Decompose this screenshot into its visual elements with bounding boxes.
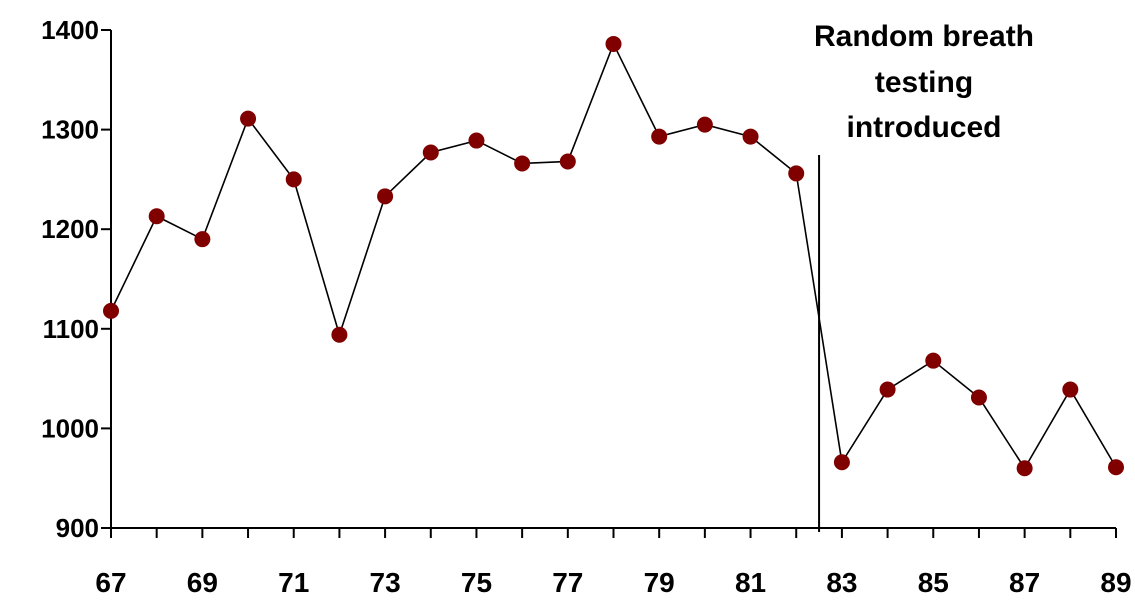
x-tick-label: 75 [461,567,492,598]
x-ticks: 67 69 71 73 75 77 79 81 83 85 87 89 [95,528,1132,598]
data-point [1062,381,1079,398]
data-point [1016,460,1033,477]
annotation-line: testing [875,66,973,99]
x-tick-label: 79 [644,567,675,598]
series-line [110,41,1117,470]
data-point [377,188,394,205]
x-tick-label: 81 [735,567,766,598]
x-tick-label: 85 [918,567,949,598]
y-tick-label: 1200 [41,214,99,244]
data-point [879,381,896,398]
data-point [468,132,485,149]
data-point [103,302,119,319]
annotation: Random breath testing introduced [814,20,1034,144]
data-point [194,231,211,248]
y-tick-label: 1400 [41,15,99,45]
x-tick-label: 89 [1100,567,1131,598]
x-tick-label: 83 [826,567,857,598]
data-point [285,171,302,188]
data-point [559,153,576,170]
x-tick-label: 87 [1009,567,1040,598]
y-tick-label: 1100 [43,314,99,344]
annotation-line: Random breath [814,20,1034,53]
x-tick-label: 67 [95,567,126,598]
data-point [148,208,165,225]
data-point [651,128,668,145]
x-tick-label: 77 [552,567,583,598]
y-tick-label: 900 [56,513,99,543]
x-tick-label: 69 [187,567,218,598]
data-point [605,35,622,52]
x-tick-label: 71 [278,567,309,598]
data-point [1108,459,1124,476]
data-point [696,116,713,133]
data-point [742,128,759,145]
data-point [331,326,348,343]
data-point [788,165,805,182]
data-point [833,454,850,471]
data-point [970,389,987,406]
annotation-line: introduced [847,111,1002,144]
y-ticks: 900 1000 1100 1200 1300 1400 [41,15,111,543]
data-point [240,110,257,127]
y-tick-label: 1000 [41,413,99,443]
data-point [422,144,439,161]
data-points [103,35,1124,477]
x-tick-label: 73 [370,567,401,598]
y-tick-label: 1300 [41,115,99,145]
data-point [514,155,531,172]
data-point [925,352,942,369]
